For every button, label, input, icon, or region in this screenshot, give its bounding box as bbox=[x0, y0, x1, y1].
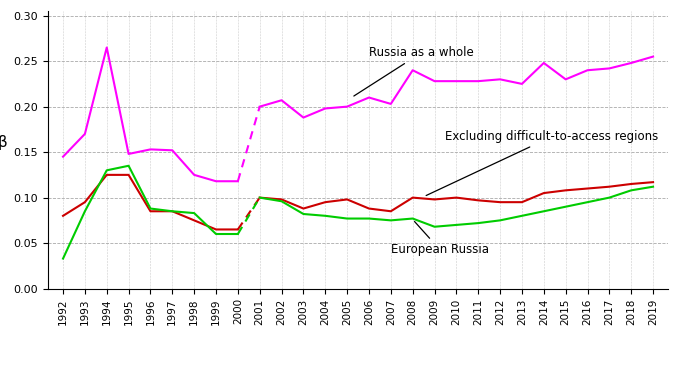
Text: European Russia: European Russia bbox=[391, 222, 489, 256]
Y-axis label: β: β bbox=[0, 135, 7, 150]
Text: Excluding difficult-to-access regions: Excluding difficult-to-access regions bbox=[426, 130, 659, 195]
Text: Russia as a whole: Russia as a whole bbox=[354, 46, 474, 96]
